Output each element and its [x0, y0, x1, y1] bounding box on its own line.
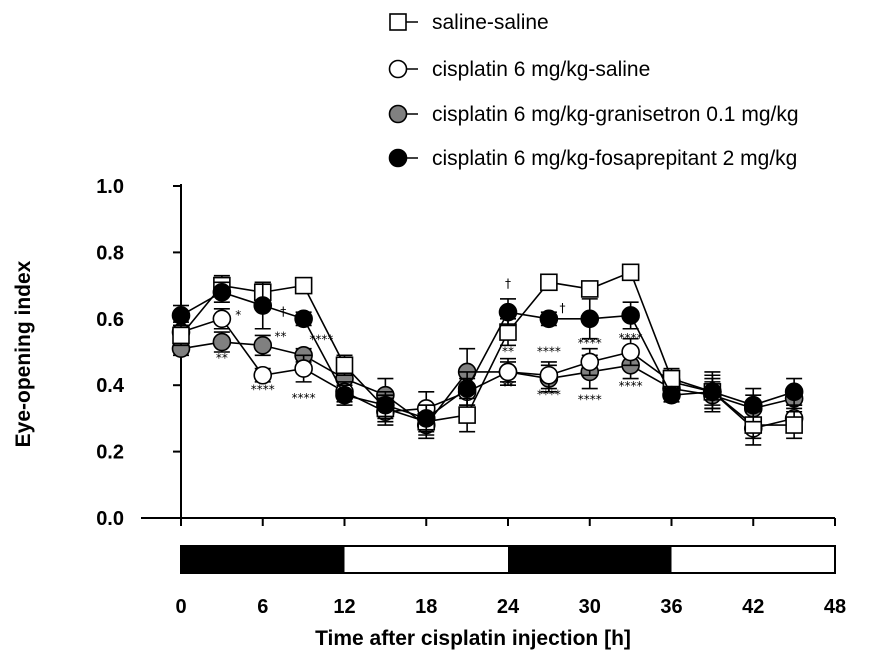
light-phase-segment	[344, 546, 508, 573]
series-line	[180, 317, 795, 430]
x-tick-label: 30	[579, 596, 601, 618]
x-tick-label: 6	[257, 596, 268, 618]
legend-item: saline-saline	[389, 11, 549, 34]
x-tick-label: 12	[333, 596, 355, 618]
data-point	[376, 395, 395, 415]
legend-marker	[388, 59, 408, 79]
data-point	[621, 342, 640, 362]
x-axis-title: Time after cisplatin injection [h]	[315, 627, 631, 650]
legend-item: cisplatin 6 mg/kg-granisetron 0.1 mg/kg	[388, 103, 799, 126]
significance-mark: †	[505, 276, 511, 290]
legend-marker	[389, 13, 407, 31]
data-point	[416, 409, 436, 428]
data-point	[539, 365, 559, 385]
light-dark-bar	[180, 545, 836, 574]
legend-marker	[388, 148, 408, 168]
light-phase-segment	[671, 546, 835, 573]
data-point	[621, 306, 640, 325]
dark-phase-segment	[508, 546, 672, 573]
legend-marker	[388, 104, 408, 124]
significance-annotations: ***†** ************††** ******** **********…	[216, 276, 643, 406]
significance-mark: ****	[619, 379, 643, 393]
y-tick-label: 0.8	[96, 242, 124, 264]
significance-mark: ****	[578, 392, 602, 406]
legend: saline-saline cisplatin 6 mg/kg-saline cis…	[388, 11, 799, 170]
series-line	[180, 271, 795, 426]
data-point	[580, 352, 600, 372]
y-tick-label: 0.2	[96, 442, 124, 464]
series-circle-open	[171, 308, 804, 446]
data-point	[580, 309, 600, 329]
data-point	[253, 336, 273, 355]
x-tick-label: 36	[660, 596, 682, 618]
data-point	[743, 395, 763, 415]
data-point	[457, 379, 477, 398]
data-point	[785, 416, 803, 434]
x-tick-label: 18	[415, 596, 437, 618]
series-group	[171, 263, 804, 446]
data-point	[294, 309, 313, 329]
y-tick-label: 1.0	[96, 176, 124, 198]
data-point	[172, 326, 190, 345]
data-point	[212, 282, 232, 302]
data-point	[580, 280, 599, 298]
axes: 0.0 0.2 0.4 0.6 0.8 1.0 0 6 12 18 24 30 36 42 48	[96, 176, 846, 618]
data-point	[458, 406, 476, 424]
data-point	[212, 332, 232, 352]
data-point	[499, 323, 517, 341]
significance-mark: †	[560, 301, 566, 315]
data-point	[253, 365, 273, 385]
y-axis-title: Eye-opening index	[12, 260, 35, 447]
significance-mark: ****	[537, 387, 561, 401]
series-circle-filled	[171, 281, 804, 433]
data-point	[662, 385, 681, 405]
data-point	[294, 276, 313, 295]
data-point	[539, 309, 559, 329]
y-tick-label: 0.6	[96, 309, 124, 331]
y-tick-label: 0.4	[96, 375, 125, 397]
significance-mark: ****	[537, 344, 561, 358]
significance-mark: ****	[251, 383, 275, 397]
legend-item: cisplatin 6 mg/kg-saline	[388, 58, 650, 81]
legend-label: cisplatin 6 mg/kg-granisetron 0.1 mg/kg	[432, 103, 799, 126]
light-dark-bar-border	[180, 545, 836, 574]
data-point	[621, 263, 640, 282]
data-point	[253, 296, 273, 315]
data-point	[294, 359, 313, 378]
data-point	[498, 302, 518, 322]
legend-item: cisplatin 6 mg/kg-fosaprepitant 2 mg/kg	[388, 147, 797, 170]
data-point	[171, 306, 191, 325]
legend-label: cisplatin 6 mg/kg-fosaprepitant 2 mg/kg	[432, 147, 797, 170]
x-tick-label: 42	[742, 596, 764, 618]
data-point	[784, 382, 804, 402]
significance-mark: **	[274, 329, 286, 343]
dark-phase-segment	[181, 546, 345, 573]
data-point	[335, 385, 354, 405]
x-tick-label: 0	[175, 596, 186, 618]
significance-mark: †	[280, 304, 286, 318]
significance-mark: **	[502, 344, 514, 358]
x-tick-label: 48	[824, 596, 846, 618]
data-point	[540, 273, 558, 292]
significance-mark: ****	[309, 333, 333, 347]
data-point	[703, 382, 722, 402]
legend-label: cisplatin 6 mg/kg-saline	[432, 58, 650, 81]
significance-mark: **	[502, 379, 514, 393]
significance-mark: ****	[292, 391, 316, 405]
legend-label: saline-saline	[432, 11, 549, 34]
x-tick-label: 24	[497, 596, 520, 618]
series-line	[180, 291, 795, 420]
significance-mark: **	[216, 351, 228, 365]
y-tick-label: 0.0	[96, 508, 124, 530]
significance-mark: ****	[578, 336, 602, 350]
data-point	[498, 362, 518, 382]
significance-mark: ****	[619, 331, 643, 345]
data-point	[335, 356, 354, 375]
data-point	[212, 309, 232, 329]
significance-mark: *	[235, 308, 241, 322]
